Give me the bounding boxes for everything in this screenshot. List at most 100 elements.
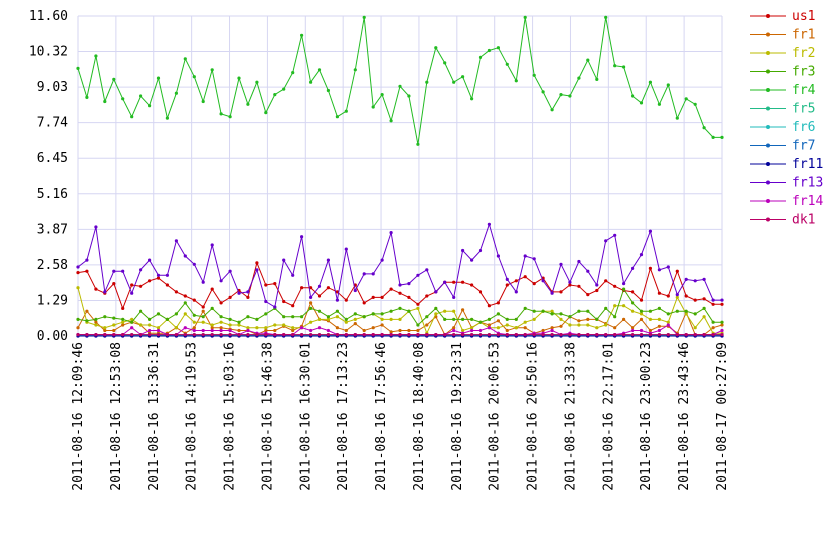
data-point (317, 294, 322, 298)
data-point (648, 317, 653, 321)
data-point (139, 94, 143, 98)
data-point (255, 261, 259, 265)
data-point (452, 317, 456, 321)
data-point (85, 95, 89, 99)
data-point (228, 115, 232, 119)
data-point (94, 323, 98, 327)
data-point (130, 317, 134, 321)
data-point (264, 283, 268, 287)
data-point (541, 90, 545, 94)
data-point (416, 306, 420, 310)
data-point (631, 94, 635, 98)
legend-swatch-point (766, 199, 770, 203)
data-point (505, 333, 509, 337)
data-point (684, 309, 688, 313)
data-point (666, 320, 670, 324)
data-point (282, 333, 286, 337)
data-point (559, 324, 563, 328)
data-point (291, 328, 295, 333)
data-point (684, 333, 688, 337)
data-point (720, 298, 724, 302)
data-point (237, 76, 241, 80)
data-point (496, 333, 500, 337)
data-point (595, 288, 599, 293)
data-point (300, 286, 304, 290)
data-point (523, 326, 527, 330)
legend-label: fr3 (792, 65, 815, 80)
y-tick-label: 11.60 (29, 9, 68, 24)
data-point (273, 93, 277, 97)
legend-label: fr14 (792, 194, 823, 209)
data-point (532, 257, 536, 261)
data-point (291, 315, 295, 319)
data-point (219, 333, 223, 337)
data-point (577, 284, 581, 288)
data-point (487, 48, 491, 53)
data-point (174, 91, 178, 95)
legend-swatch-point (766, 32, 770, 37)
data-point (362, 272, 366, 276)
data-point (326, 333, 330, 337)
data-point (362, 328, 366, 333)
data-point (648, 80, 653, 84)
data-point (389, 317, 393, 321)
data-point (291, 333, 295, 337)
data-point (183, 333, 187, 337)
data-point (648, 333, 653, 337)
data-point (452, 326, 456, 330)
data-point (380, 295, 384, 299)
legend-label: fr4 (792, 83, 816, 98)
data-point (487, 304, 491, 308)
legend-swatch-point (766, 125, 770, 129)
data-point (452, 80, 456, 84)
data-point (720, 323, 724, 327)
data-point (461, 317, 465, 321)
data-point (425, 294, 429, 298)
legend-swatch-point (766, 69, 770, 74)
data-point (523, 306, 527, 310)
data-point (156, 333, 161, 337)
data-point (335, 309, 339, 313)
legend-label: fr6 (792, 120, 815, 135)
data-point (657, 268, 662, 272)
data-point (121, 333, 125, 337)
data-point (622, 65, 626, 69)
data-point (470, 326, 474, 330)
data-point (407, 333, 411, 337)
data-point (452, 295, 456, 299)
data-point (550, 326, 554, 330)
data-point (121, 97, 125, 101)
data-point (362, 15, 366, 19)
data-point (478, 333, 483, 337)
data-point (514, 279, 518, 283)
data-point (541, 279, 545, 283)
data-point (219, 301, 223, 305)
data-point (165, 333, 169, 337)
data-point (487, 317, 491, 321)
data-point (309, 286, 313, 290)
data-point (246, 102, 250, 106)
data-point (380, 258, 384, 262)
data-point (76, 286, 80, 290)
data-point (103, 333, 107, 337)
data-point (702, 333, 706, 337)
data-point (371, 272, 375, 276)
data-point (174, 326, 178, 330)
legend-item-fr6: fr6 (750, 120, 815, 135)
data-point (94, 225, 98, 229)
data-point (282, 299, 286, 304)
data-point (380, 317, 384, 321)
data-point (398, 333, 402, 337)
data-point (478, 248, 483, 253)
data-point (156, 276, 161, 280)
data-point (514, 333, 518, 337)
data-point (425, 268, 429, 272)
data-point (711, 333, 715, 337)
data-point (702, 277, 706, 281)
data-point (237, 333, 241, 337)
data-point (666, 323, 670, 327)
data-point (568, 315, 572, 319)
data-point (353, 288, 357, 293)
data-point (112, 269, 116, 273)
legend-swatch-point (766, 51, 770, 55)
